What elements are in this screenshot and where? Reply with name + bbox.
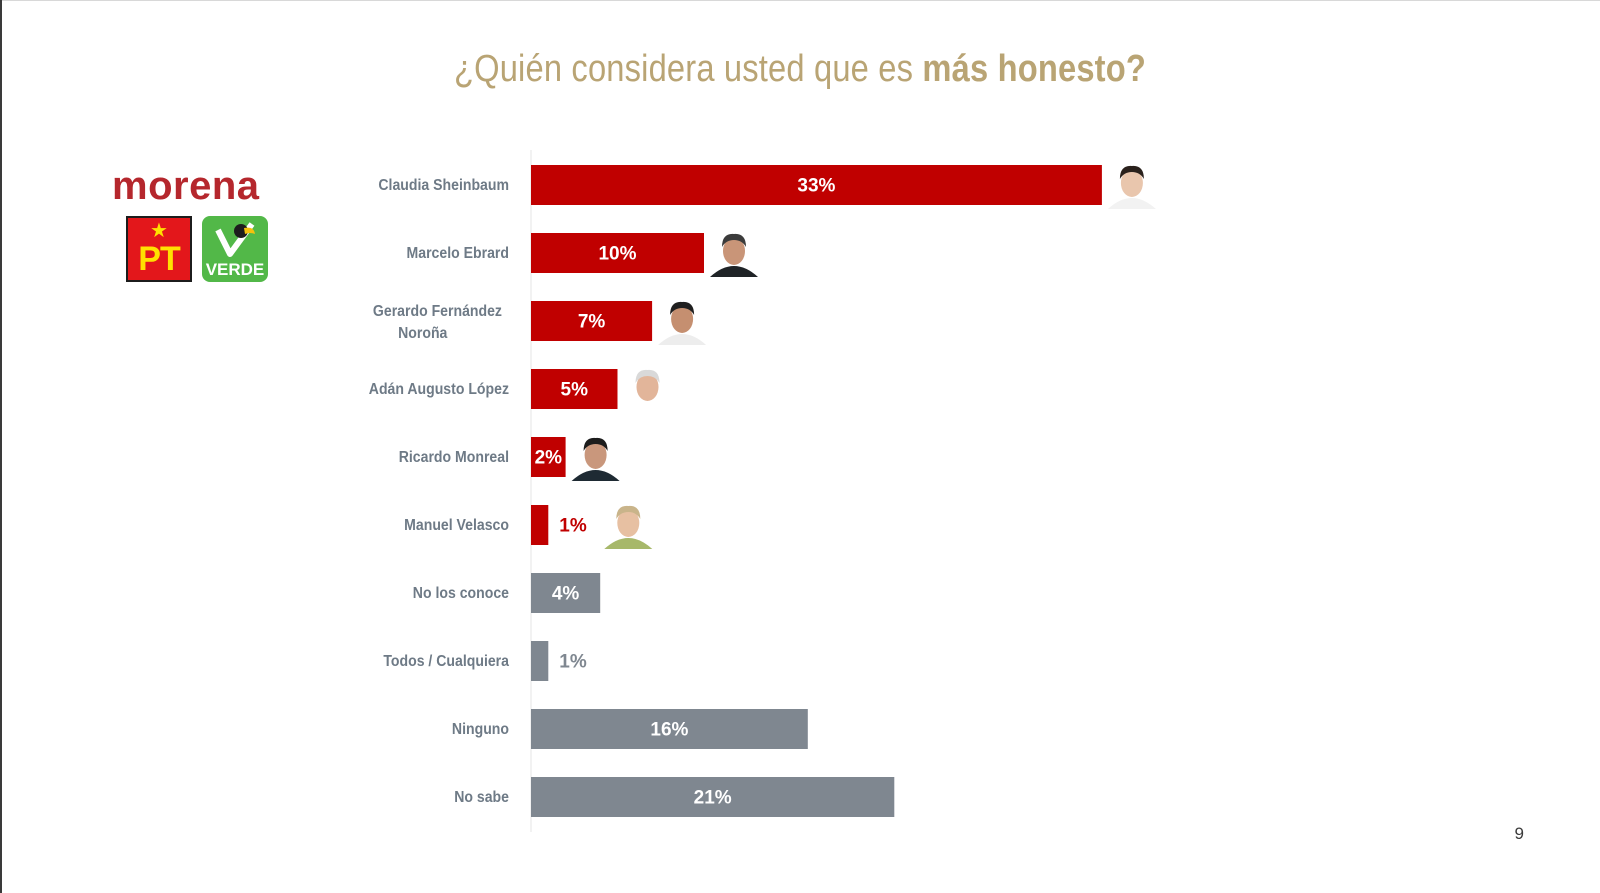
photo-shoulders [710,266,758,277]
value-label: 10% [598,244,636,265]
chart-title-bold: más honesto? [922,48,1147,90]
verde-logo-text: VERDE [205,260,265,279]
value-label: 16% [650,720,688,741]
value-label: 2% [535,448,563,469]
candidate-photo-2 [658,301,707,345]
photo-face [617,509,640,537]
candidate-photo-4 [571,437,620,481]
photo-face [1120,169,1143,197]
morena-logo: morena [112,164,260,208]
photo-shoulders [571,470,620,481]
category-label: Claudia Sheinbaum [378,176,509,194]
photo-hair [583,437,608,451]
left-border [0,0,2,893]
photo-face [584,441,607,469]
candidate-photo-1 [710,233,758,277]
party-logos: morena ★ PT VERDE [112,164,287,286]
category-label-line: Gerardo Fernández [373,302,502,320]
photo-face [671,305,694,333]
pt-logo-text: PT [138,240,180,278]
photo-face [723,237,745,265]
value-label: 1% [559,516,587,537]
photo-hair [616,505,641,519]
chart-title-regular: ¿Quién considera usted que es [453,48,923,90]
value-label: 33% [797,176,835,197]
bar [531,233,704,273]
photo-face [636,373,659,401]
page-number: 9 [1514,824,1524,843]
category-label: Todos / Cualquiera [383,652,509,670]
value-label: 4% [552,584,580,605]
bar [531,301,653,341]
category-label: No los conoce [413,584,509,602]
star-icon: ★ [150,220,168,242]
chart-title: ¿Quién considera usted que es más honest… [112,48,1488,91]
verde-logo: VERDE [202,216,268,282]
category-label: Ninguno [452,720,509,738]
photo-hair [722,233,746,247]
value-label: 5% [561,380,589,401]
pt-logo: ★ PT [126,216,192,282]
toucan-icon [215,222,255,257]
top-border [0,0,1600,1]
bar [531,165,1102,205]
category-label: Marcelo Ebrard [407,244,509,262]
category-label-line: Noroña [398,324,448,342]
value-label: 1% [559,652,587,673]
bar [531,505,549,545]
bar [531,573,601,613]
photo-shoulders [658,334,707,345]
photo-hair [670,301,695,315]
bar [531,369,618,409]
category-label: Gerardo Fernández Noroña [373,302,502,342]
bar [531,641,549,681]
photo-shoulders [1107,198,1156,209]
photo-hair [1119,165,1144,179]
category-label: Manuel Velasco [404,516,509,534]
bar [531,709,808,749]
category-label: Adán Augusto López [369,380,509,398]
candidate-photo-5 [604,505,653,549]
value-label: 7% [578,312,606,333]
photo-hair [635,369,660,383]
candidate-photo-0 [1107,165,1156,209]
bar [531,437,566,477]
category-label: No sabe [454,788,509,806]
photo-shoulders [623,402,672,413]
photo-shoulders [604,538,653,549]
candidate-photo-3 [623,369,672,413]
category-label: Ricardo Monreal [399,448,509,466]
value-label: 21% [694,788,732,809]
bar [531,777,895,817]
